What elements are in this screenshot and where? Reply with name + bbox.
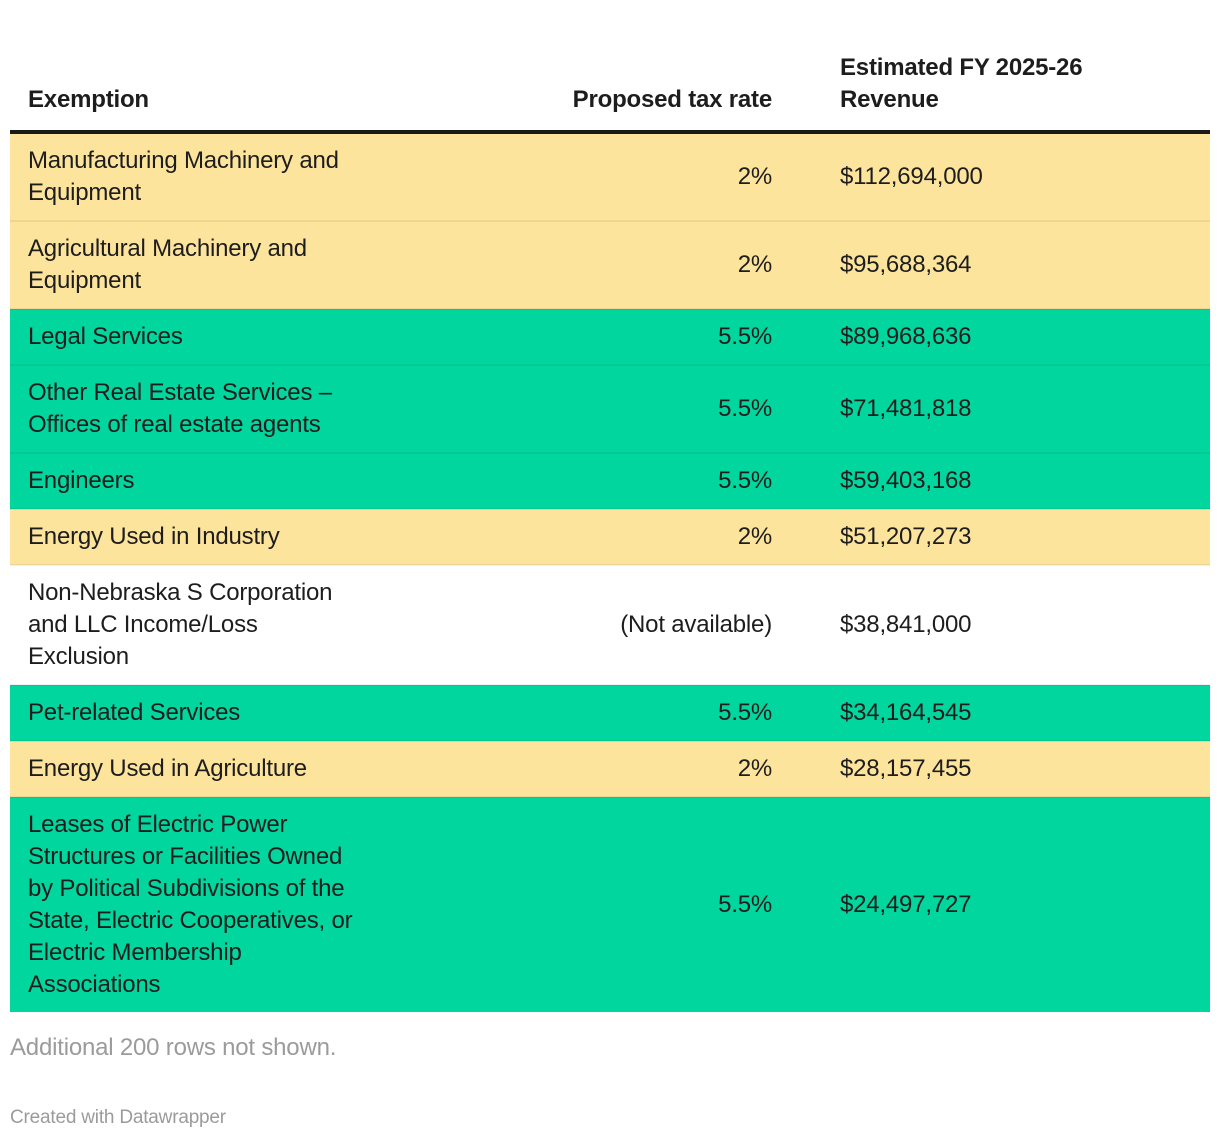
table-widget: Exemption Proposed tax rate Estimated FY… xyxy=(10,0,1210,1130)
table-row: Energy Used in Industry 2% $51,207,273 xyxy=(10,508,1210,565)
revenue-cell: $51,207,273 xyxy=(780,508,1210,565)
table-row: Manufacturing Machinery and Equipment 2% $… xyxy=(10,132,1210,221)
header-row: Exemption Proposed tax rate Estimated FY… xyxy=(10,0,1210,134)
exemption-cell: Energy Used in Agriculture xyxy=(10,740,490,797)
exemption-cell: Energy Used in Industry xyxy=(10,508,490,565)
tax-rate-cell: (Not available) xyxy=(490,564,780,685)
tax-rate-cell: 5.5% xyxy=(490,364,780,453)
column-header-exemption: Exemption xyxy=(10,0,490,134)
tax-rate-cell: 2% xyxy=(490,740,780,797)
exemption-cell: Legal Services xyxy=(10,308,490,365)
revenue-cell: $112,694,000 xyxy=(780,132,1210,221)
revenue-cell: $28,157,455 xyxy=(780,740,1210,797)
revenue-cell: $38,841,000 xyxy=(780,564,1210,685)
table-row: Leases of Electric Power Structures or F… xyxy=(10,796,1210,1012)
tax-rate-cell: 5.5% xyxy=(490,452,780,509)
table-row: Non-Nebraska S Corporation and LLC Incom… xyxy=(10,564,1210,685)
revenue-cell: $59,403,168 xyxy=(780,452,1210,509)
table-row: Pet-related Services 5.5% $34,164,545 xyxy=(10,684,1210,741)
revenue-cell: $95,688,364 xyxy=(780,220,1210,309)
tax-rate-cell: 2% xyxy=(490,132,780,221)
table-body: Manufacturing Machinery and Equipment 2% $… xyxy=(10,132,1210,1012)
truncation-note: Additional 200 rows not shown. xyxy=(10,1034,337,1061)
revenue-cell: $89,968,636 xyxy=(780,308,1210,365)
exemption-cell: Non-Nebraska S Corporation and LLC Incom… xyxy=(10,564,490,685)
revenue-cell: $71,481,818 xyxy=(780,364,1210,453)
exemption-cell: Agricultural Machinery and Equipment xyxy=(10,220,490,309)
table-header: Exemption Proposed tax rate Estimated FY… xyxy=(10,0,1210,134)
tax-rate-cell: 5.5% xyxy=(490,684,780,741)
revenue-cell: $24,497,727 xyxy=(780,796,1210,1012)
tax-rate-cell: 5.5% xyxy=(490,308,780,365)
table-row: Other Real Estate Services – Offices of … xyxy=(10,364,1210,453)
tax-rate-cell: 5.5% xyxy=(490,796,780,1012)
column-header-proposed-tax-rate: Proposed tax rate xyxy=(490,0,780,134)
exemption-cell: Leases of Electric Power Structures or F… xyxy=(10,796,490,1012)
table-row: Legal Services 5.5% $89,968,636 xyxy=(10,308,1210,365)
revenue-cell: $34,164,545 xyxy=(780,684,1210,741)
table-row: Engineers 5.5% $59,403,168 xyxy=(10,452,1210,509)
exemption-cell: Pet-related Services xyxy=(10,684,490,741)
tax-rate-cell: 2% xyxy=(490,220,780,309)
exemption-cell: Engineers xyxy=(10,452,490,509)
exemption-cell: Other Real Estate Services – Offices of … xyxy=(10,364,490,453)
attribution-text: Created with Datawrapper xyxy=(10,1107,226,1128)
exemption-cell: Manufacturing Machinery and Equipment xyxy=(10,132,490,221)
table-row: Energy Used in Agriculture 2% $28,157,455 xyxy=(10,740,1210,797)
exemptions-table: Exemption Proposed tax rate Estimated FY… xyxy=(10,0,1210,1012)
column-header-estimated-revenue: Estimated FY 2025-26 Revenue xyxy=(780,0,1210,134)
tax-rate-cell: 2% xyxy=(490,508,780,565)
table-row: Agricultural Machinery and Equipment 2% $9… xyxy=(10,220,1210,309)
